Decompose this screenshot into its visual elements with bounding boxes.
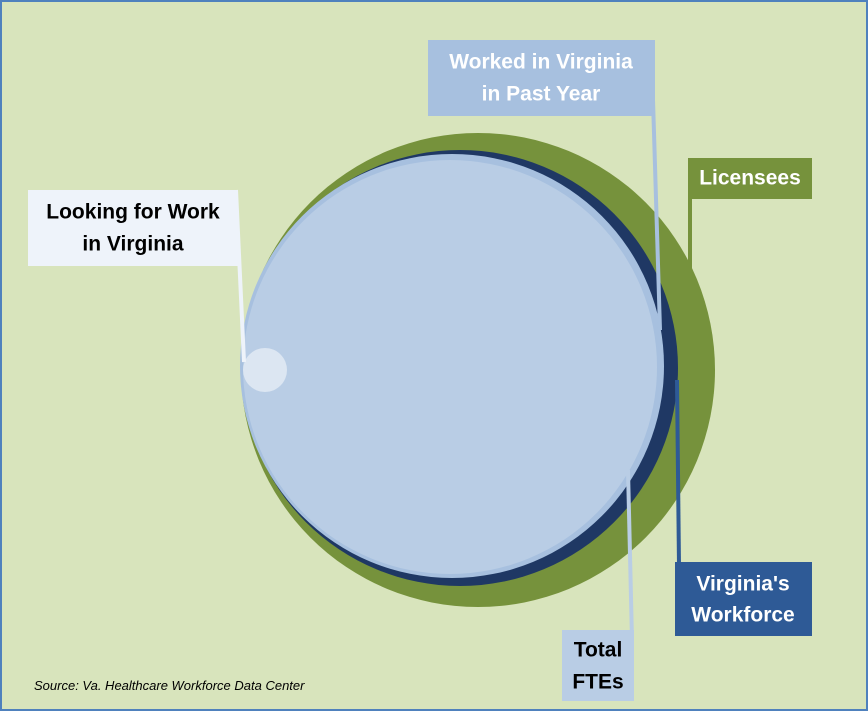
node-label: Licensees <box>699 167 801 190</box>
source-note: Source: Va. Healthcare Workforce Data Ce… <box>34 678 305 693</box>
leader-line <box>651 99 662 331</box>
label-box <box>28 190 238 266</box>
node-label: Virginia's <box>696 573 789 596</box>
node-label: Total <box>574 639 623 662</box>
leader-line <box>626 469 634 641</box>
node-label: Looking for Work <box>46 201 220 224</box>
label-box <box>428 40 655 116</box>
node-label: in Virginia <box>82 233 183 256</box>
label-box <box>688 158 812 199</box>
looking-for-work-circle <box>243 348 287 392</box>
node-label: in Past Year <box>482 83 601 106</box>
label-box <box>562 630 634 701</box>
label-box <box>675 562 812 636</box>
leader-line <box>675 379 681 567</box>
node-label: Worked in Virginia <box>449 51 633 74</box>
node-label: Workforce <box>691 604 794 627</box>
node-label: FTEs <box>572 671 623 694</box>
total-ftes-circle <box>243 160 657 574</box>
